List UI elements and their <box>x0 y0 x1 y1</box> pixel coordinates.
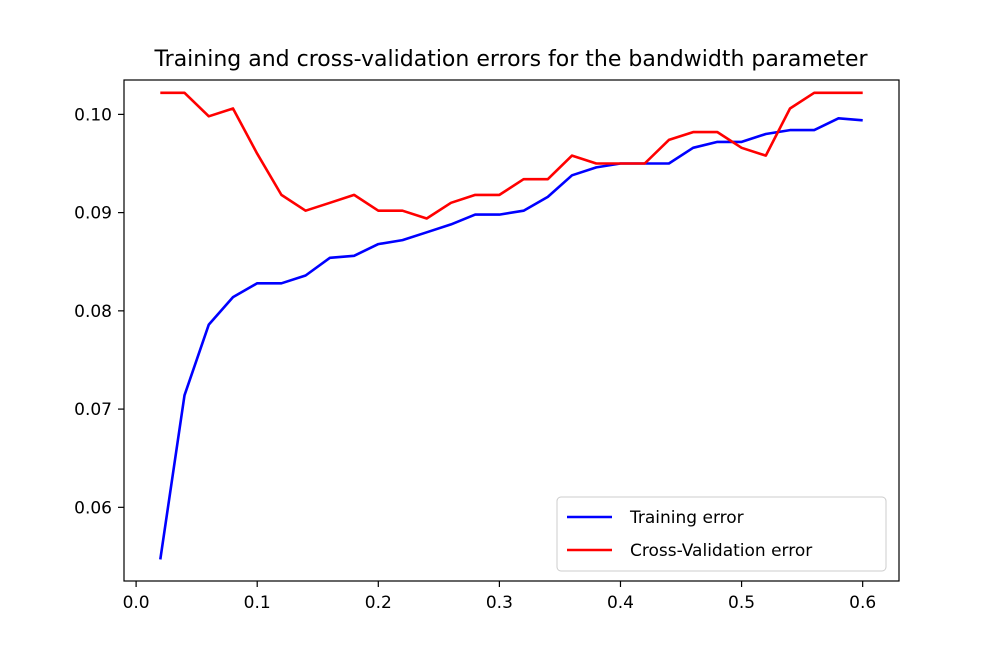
legend-box <box>556 496 887 572</box>
legend-label: Training error <box>629 508 744 528</box>
legend: Training error Cross-Validation error <box>556 496 887 572</box>
x-tick-label: 0.0 <box>123 593 150 613</box>
y-tick-label: 0.09 <box>74 204 112 224</box>
series-line-1 <box>160 91 863 220</box>
x-tick-label: 0.6 <box>849 593 876 613</box>
x-tick-label: 0.4 <box>607 593 634 613</box>
x-tick-label: 0.3 <box>486 593 513 613</box>
y-tick-label: 0.10 <box>74 105 112 125</box>
x-tick-label: 0.1 <box>244 593 271 613</box>
legend-label: Cross-Validation error <box>630 541 812 561</box>
chart-title: Training and cross-validation errors for… <box>153 47 868 72</box>
plot-frame <box>123 79 900 582</box>
x-tick-label: 0.2 <box>365 593 392 613</box>
x-tick-label: 0.5 <box>728 593 755 613</box>
axes: 0.0 0.1 0.2 0.3 0.4 0.5 0.6 0.06 0.07 0.08 0.09 0.1… <box>74 105 876 613</box>
y-tick-label: 0.07 <box>74 400 112 420</box>
y-tick-label: 0.06 <box>74 498 112 518</box>
plot-area <box>159 91 863 560</box>
series-line-0 <box>159 117 863 560</box>
y-tick-label: 0.08 <box>74 302 112 322</box>
